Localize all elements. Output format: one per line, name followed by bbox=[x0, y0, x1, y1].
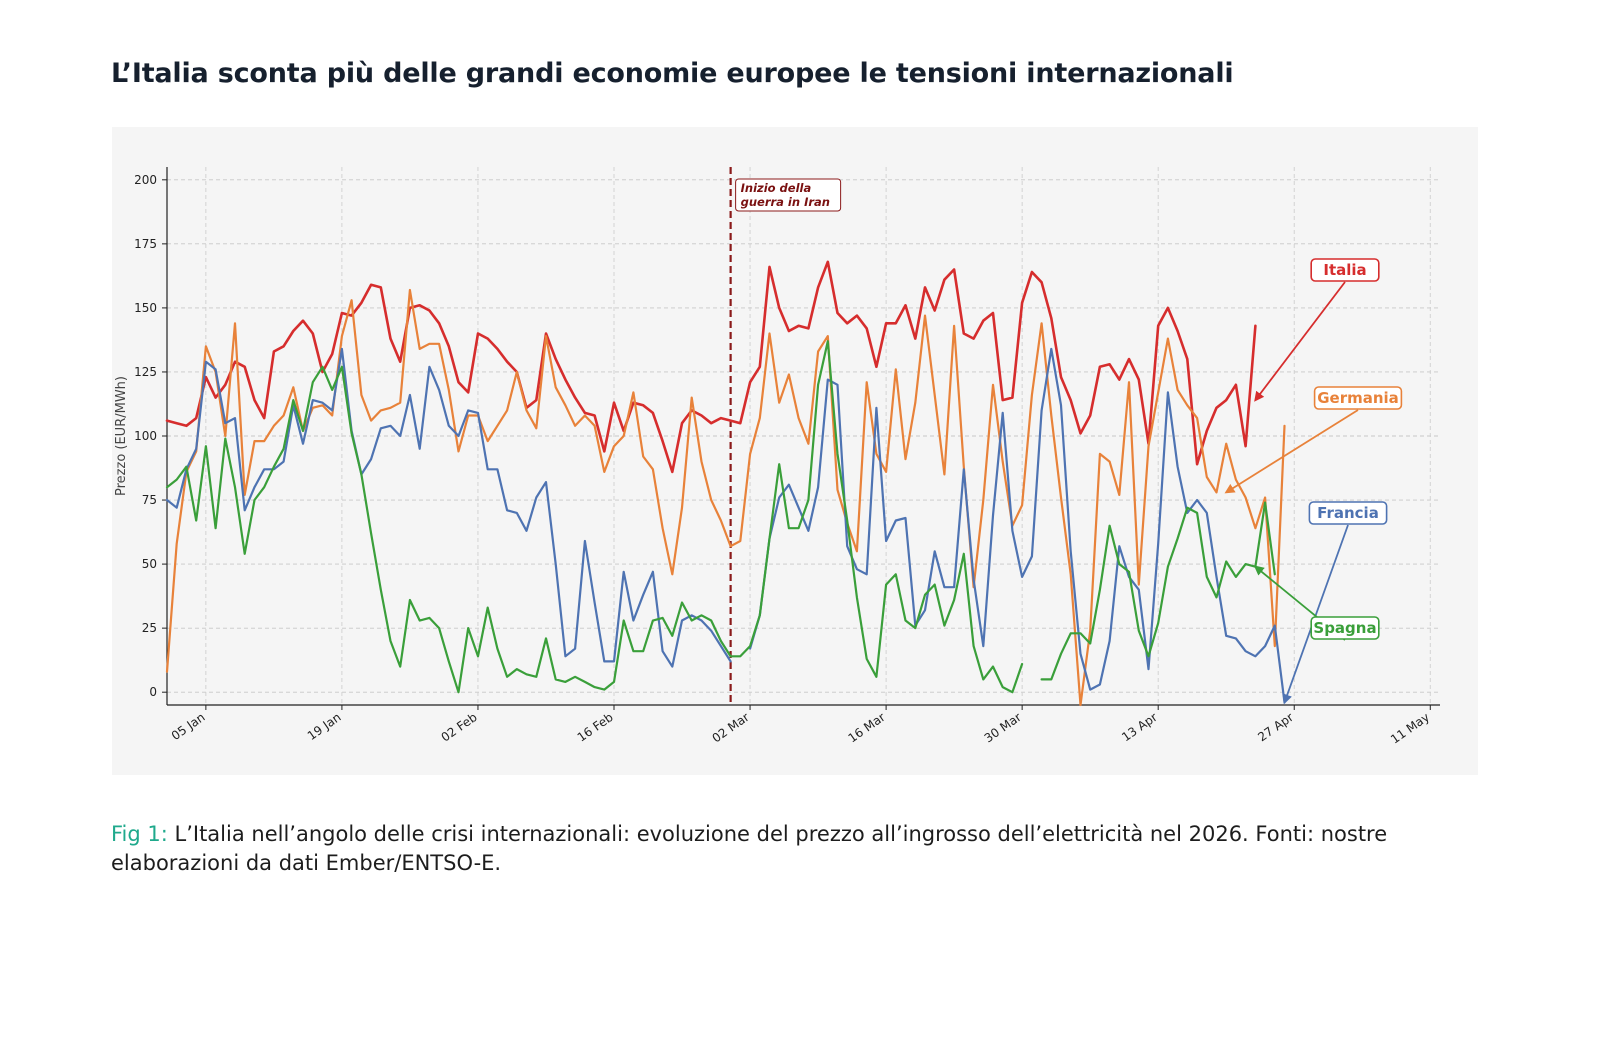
x-tick-label: 02 Feb bbox=[439, 710, 480, 745]
price-line-chart: 0 25 50 75 100 125 150 175 200 05 Jan 19 Jan 02 Feb… bbox=[114, 167, 1440, 747]
x-tick-label: 27 Apr bbox=[1255, 710, 1296, 744]
y-tick-label: 125 bbox=[134, 365, 157, 379]
y-axis-label: Prezzo (EUR/MWh) bbox=[114, 376, 129, 496]
y-tick-label: 25 bbox=[142, 621, 157, 635]
x-tick-label: 16 Feb bbox=[575, 710, 616, 745]
arrow-francia bbox=[1282, 524, 1349, 705]
y-tick-label: 0 bbox=[149, 685, 157, 699]
arrow-italia bbox=[1254, 281, 1346, 402]
x-tick-label: 11 May bbox=[1388, 710, 1432, 747]
series-label-spagna: Spagna bbox=[1313, 619, 1376, 637]
x-tick-label: 30 Mar bbox=[982, 710, 1024, 745]
x-tick-label: 02 Mar bbox=[710, 710, 752, 745]
series-line-germania bbox=[165, 288, 1286, 707]
y-tick-label: 150 bbox=[134, 301, 157, 315]
label-box-italia bbox=[1310, 258, 1380, 282]
series-lines bbox=[165, 260, 1286, 707]
caption-text: L’Italia nell’angolo delle crisi interna… bbox=[111, 822, 1388, 875]
series-line-italia bbox=[165, 260, 1257, 474]
x-tick-label: 13 Apr bbox=[1119, 710, 1160, 744]
grid bbox=[167, 167, 1440, 705]
label-box-francia bbox=[1308, 501, 1388, 525]
label-box-spagna bbox=[1310, 616, 1380, 640]
x-tick-label: 19 Jan bbox=[305, 710, 344, 743]
y-tick-label: 50 bbox=[142, 557, 157, 571]
arrow-germania bbox=[1224, 409, 1359, 494]
page-title: L’Italia sconta più delle grandi economi… bbox=[111, 58, 1234, 89]
event-note-line2: guerra in Iran bbox=[741, 195, 830, 209]
label-box-germania bbox=[1313, 386, 1403, 410]
series-line-francia bbox=[165, 347, 1286, 704]
figure-caption: Fig 1: L’Italia nell’angolo delle crisi … bbox=[111, 820, 1471, 878]
chart-panel: 0 25 50 75 100 125 150 175 200 05 Jan 19 Jan 02 Feb… bbox=[112, 127, 1478, 775]
series-line-spagna bbox=[165, 340, 1276, 694]
y-tick-label: 200 bbox=[134, 173, 157, 187]
event-note-box bbox=[735, 178, 842, 212]
y-tick-label: 175 bbox=[134, 237, 157, 251]
event-note-line1: Inizio della bbox=[741, 181, 812, 195]
series-label-francia: Francia bbox=[1317, 504, 1379, 522]
series-label-italia: Italia bbox=[1323, 261, 1366, 279]
y-tick-label: 100 bbox=[134, 429, 157, 443]
series-label-germania: Germania bbox=[1317, 389, 1399, 407]
y-tick-label: 75 bbox=[142, 493, 157, 507]
series-labels: Italia Germania Francia Spagna bbox=[1224, 258, 1403, 705]
axes: 0 25 50 75 100 125 150 175 200 05 Jan 19 Jan 02 Feb… bbox=[114, 167, 1440, 747]
caption-lead: Fig 1: bbox=[111, 822, 168, 846]
x-tick-label: 05 Jan bbox=[169, 710, 208, 743]
x-tick-label: 16 Mar bbox=[846, 710, 888, 745]
